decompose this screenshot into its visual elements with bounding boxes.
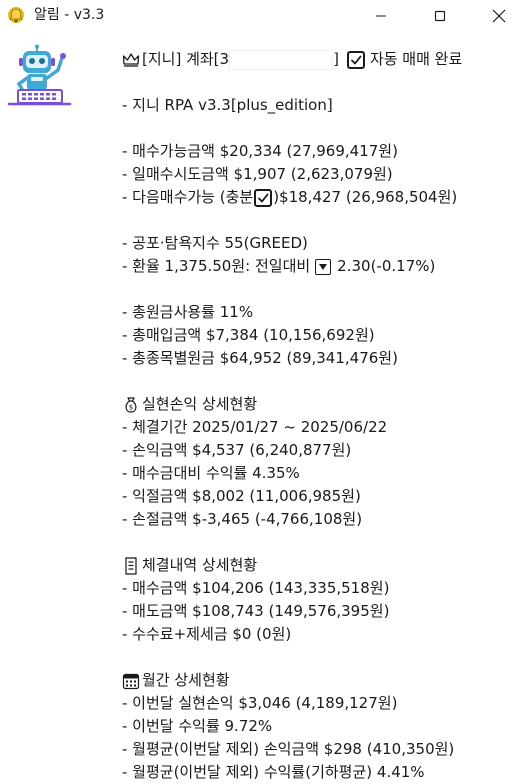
header-line: [지니] 계좌[3 ] 자동 매매 완료 <box>122 48 522 71</box>
trades-title-text: 체결내역 상세현황 <box>142 556 258 574</box>
window-title: 알림 - v3.3 <box>34 7 105 23</box>
spacer <box>122 278 522 301</box>
monthly-pnl-line: - 이번달 실현손익 $3,046 (4,189,127원) <box>122 694 398 712</box>
minimize-button[interactable] <box>358 0 404 31</box>
robot-icon <box>7 44 72 106</box>
realized-period-line: - 체결기간 2025/01/27 ~ 2025/06/22 <box>122 418 388 436</box>
realized-return-line: - 매수금대비 수익률 4.35% <box>122 464 300 482</box>
calendar-icon <box>122 672 140 690</box>
down-arrow-box-icon <box>315 258 332 275</box>
trade-status: 자동 매매 완료 <box>369 50 463 68</box>
exchange-rate-line: - 환율 1,375.50원: 전일대비 2.30(-0.17%) <box>122 255 522 278</box>
spacer <box>122 71 522 94</box>
trades-fee-line: - 수수료+제세금 $0 (0원) <box>122 625 292 643</box>
realized-title-text: 실현손익 상세현황 <box>142 395 258 413</box>
monthly-avg-pnl-line: - 월평균(이번달 제외) 손익금액 $298 (410,350원) <box>122 740 455 758</box>
realized-gain-line: - 익절금액 $8,002 (11,006,985원) <box>122 487 361 505</box>
redacted-account-number <box>229 49 334 70</box>
receipt-icon <box>122 556 140 575</box>
spacer <box>122 209 522 232</box>
svg-text:$: $ <box>129 403 133 411</box>
exchange-rate-label: - 환율 1,375.50원: 전일대비 <box>122 257 311 275</box>
total-buy-line: - 총매입금액 $7,384 (10,156,692원) <box>122 326 375 344</box>
app-icon <box>8 7 24 23</box>
account-label-end: ] <box>333 50 339 68</box>
close-button[interactable] <box>476 0 522 31</box>
spacer <box>122 370 522 393</box>
maximize-button[interactable] <box>417 0 463 31</box>
next-buy-label: - 다음매수가능 (충분 <box>122 188 254 206</box>
daily-buy-amount-line: - 일매수시도금액 $1,907 (2,623,079원) <box>122 165 393 183</box>
total-principal-line: - 총종목별원금 $64,952 (89,341,476원) <box>122 349 398 367</box>
notification-content: [지니] 계좌[3 ] 자동 매매 완료 - 지니 RPA v3.3[plus_… <box>122 48 522 784</box>
realized-pnl-line: - 손익금액 $4,537 (6,240,877원) <box>122 441 352 459</box>
monthly-title-text: 월간 상세현황 <box>142 671 230 689</box>
fear-greed-line: - 공포·탐욕지수 55(GREED) <box>122 234 308 252</box>
exchange-rate-change: 2.30(-0.17%) <box>337 257 436 275</box>
crown-icon <box>122 51 140 69</box>
minimize-icon <box>376 15 386 16</box>
version-line: - 지니 RPA v3.3[plus_edition] <box>122 96 333 114</box>
money-bag-icon: $ <box>122 396 140 414</box>
realized-loss-line: - 손절금액 $-3,465 (-4,766,108원) <box>122 510 363 528</box>
next-buy-line: - 다음매수가능 (충분 )$18,427 (26,968,504원) <box>122 186 522 209</box>
trades-buy-line: - 매수금액 $104,206 (143,335,518원) <box>122 579 390 597</box>
close-icon <box>492 9 506 22</box>
check-box-icon <box>346 50 365 69</box>
spacer <box>122 646 522 669</box>
trades-section-title: 체결내역 상세현황 <box>122 554 522 577</box>
account-label: [지니] 계좌[3 <box>142 50 230 68</box>
monthly-avg-return-line: - 월평균(이번달 제외) 수익률(기하평균) 4.41% <box>122 763 425 781</box>
spacer <box>122 531 522 554</box>
spacer <box>122 117 522 140</box>
title-bar: 알림 - v3.3 <box>0 0 527 31</box>
trades-sell-line: - 매도금액 $108,743 (149,576,395원) <box>122 602 390 620</box>
realized-section-title: $ 실현손익 상세현황 <box>122 393 522 416</box>
monthly-section-title: 월간 상세현황 <box>122 669 522 692</box>
next-buy-value: )$18,427 (26,968,504원) <box>273 188 458 206</box>
principal-usage-line: - 총원금사용률 11% <box>122 303 254 321</box>
monthly-return-line: - 이번달 수익률 9.72% <box>122 717 273 735</box>
maximize-icon <box>434 10 446 21</box>
check-box-icon <box>254 188 273 207</box>
buyable-amount-line: - 매수가능금액 $20,334 (27,969,417원) <box>122 142 398 160</box>
